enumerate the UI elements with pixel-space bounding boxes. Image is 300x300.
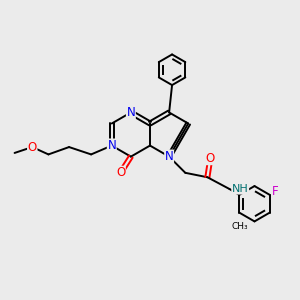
Text: N: N	[127, 106, 135, 119]
Text: N: N	[107, 139, 116, 152]
Text: O: O	[206, 152, 215, 165]
Text: NH: NH	[232, 184, 249, 194]
Text: O: O	[28, 141, 37, 154]
Text: CH₃: CH₃	[231, 222, 248, 231]
Text: N: N	[165, 150, 173, 163]
Text: F: F	[272, 185, 279, 198]
Text: O: O	[116, 166, 125, 179]
